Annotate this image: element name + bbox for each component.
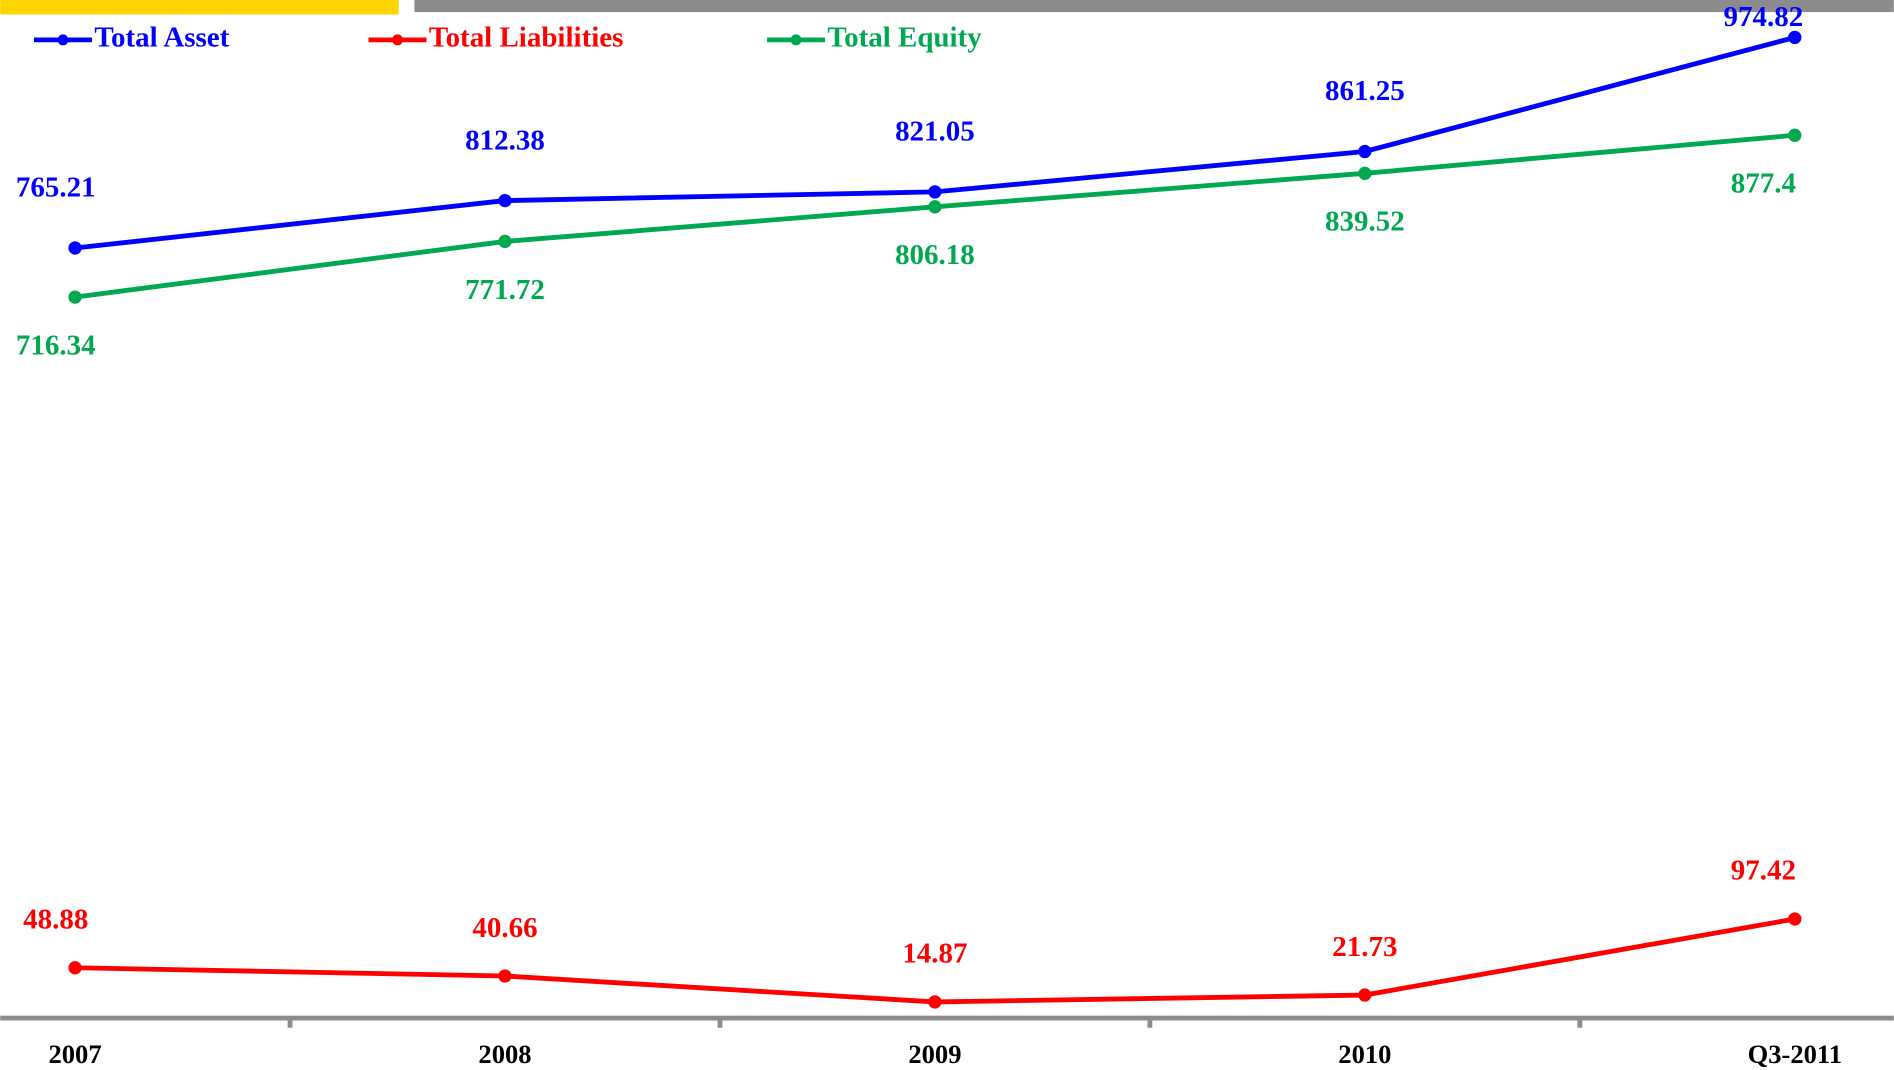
x-axis (0, 1015, 1894, 1021)
data-label: 974.82 (1724, 1, 1804, 33)
data-point (68, 290, 82, 304)
data-point (928, 200, 942, 214)
data-point (1788, 30, 1802, 45)
legend-marker (57, 34, 69, 46)
data-label: 48.88 (23, 904, 88, 936)
x-tick-label: 2009 (908, 1039, 961, 1069)
x-tick-label: Q3-2011 (1748, 1039, 1842, 1069)
legend-label: Total Asset (94, 22, 229, 54)
data-point (1788, 912, 1802, 926)
legend-label: Total Liabilities (429, 22, 624, 54)
data-label: 821.05 (895, 116, 975, 148)
data-point (498, 193, 512, 208)
data-point (68, 241, 82, 255)
data-point (928, 995, 942, 1009)
data-point (68, 961, 82, 975)
data-label: 40.66 (472, 912, 537, 944)
data-point (928, 185, 942, 199)
header-accent (0, 0, 399, 15)
data-point (1358, 144, 1372, 159)
x-tick-label: 2007 (49, 1039, 102, 1069)
series-line (74, 132, 1796, 300)
data-point (1788, 128, 1802, 142)
data-label: 716.34 (16, 329, 96, 361)
data-label: 771.72 (465, 274, 545, 306)
data-label: 812.38 (465, 124, 545, 156)
axis-tick (1577, 1020, 1583, 1028)
data-label: 877.4 (1731, 168, 1796, 200)
legend-marker (392, 34, 403, 46)
data-label: 839.52 (1325, 206, 1405, 238)
data-label: 861.25 (1325, 75, 1405, 107)
x-tick-label: 2010 (1338, 1039, 1391, 1069)
axis-tick (717, 1020, 723, 1028)
data-point (498, 969, 512, 983)
data-point (1358, 166, 1372, 180)
data-point (498, 234, 512, 249)
legend-marker (790, 34, 802, 46)
axis-tick (1147, 1020, 1153, 1028)
data-label: 21.73 (1332, 931, 1397, 963)
header-bar (414, 0, 1894, 13)
data-label: 806.18 (895, 239, 975, 271)
data-label: 765.21 (16, 172, 96, 204)
axis-tick (287, 1020, 293, 1028)
data-label: 97.42 (1731, 855, 1796, 887)
x-tick-label: 2008 (478, 1039, 531, 1069)
data-point (1358, 988, 1372, 1002)
data-label: 14.87 (902, 938, 967, 970)
legend-label: Total Equity (827, 22, 982, 54)
